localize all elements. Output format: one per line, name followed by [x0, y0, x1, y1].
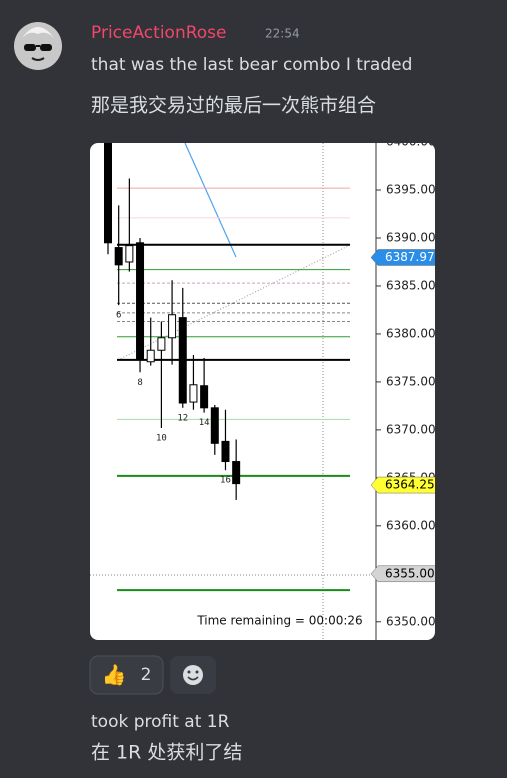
y-tick-label: 6390.00: [386, 230, 436, 244]
candle-body: [157, 337, 166, 351]
reaction-count: 2: [141, 665, 152, 685]
message: took profit at 1R: [91, 712, 230, 732]
candle-body: [210, 407, 219, 444]
message: that was the last bear combo I traded: [91, 55, 412, 75]
y-tick-label: 6360.00: [386, 518, 436, 532]
price-tag: [370, 249, 435, 266]
bar-label: 14: [199, 418, 210, 428]
candle-body: [114, 247, 123, 266]
bar-label: 10: [156, 433, 167, 443]
y-tick-label: 6400.00: [386, 135, 436, 149]
y-tick-label: 6380.00: [386, 326, 436, 340]
timestamp: 22:54: [265, 27, 300, 41]
y-tick-label: 6370.00: [386, 422, 436, 436]
price-tag-label: 6364.25: [385, 478, 435, 492]
reaction[interactable]: 👍 2: [89, 655, 164, 695]
y-tick-label: 6350.00: [386, 614, 436, 628]
candle-body: [232, 461, 241, 485]
reaction-emoji: 👍: [102, 663, 127, 687]
message: 在 1R 处获利了结: [91, 742, 242, 764]
price-tag-label: 6355.00: [385, 566, 435, 580]
time-remaining: Time remaining = 00:00:26: [196, 614, 362, 628]
bar-label: 8: [137, 378, 142, 388]
candle-body: [221, 440, 230, 463]
y-tick-label: 6385.00: [386, 278, 436, 292]
price-tag: [370, 476, 435, 494]
bar-label: 6: [116, 311, 121, 321]
candle-body: [146, 349, 155, 363]
chart-image[interactable]: 6350.006355.006360.006365.006370.006375.…: [90, 132, 436, 640]
candle-body: [189, 384, 198, 403]
candle-body: [136, 242, 145, 361]
bar-label: 16: [220, 476, 231, 486]
candle-body: [104, 143, 112, 244]
y-tick-label: 6395.00: [386, 183, 436, 197]
message: 那是我交易过的最后一次熊市组合: [91, 95, 376, 117]
candle-body: [168, 314, 177, 339]
username[interactable]: PriceActionRose: [91, 23, 226, 43]
bar-label: 12: [177, 413, 188, 423]
y-tick-label: 6375.00: [386, 374, 436, 388]
add-reaction[interactable]: [170, 656, 216, 694]
price-tag-label: 6387.97: [385, 250, 435, 264]
price-tag: [370, 565, 435, 583]
candle-body: [178, 317, 187, 404]
candle-body: [200, 385, 209, 409]
candle-body: [125, 245, 134, 263]
avatar[interactable]: [14, 22, 62, 70]
